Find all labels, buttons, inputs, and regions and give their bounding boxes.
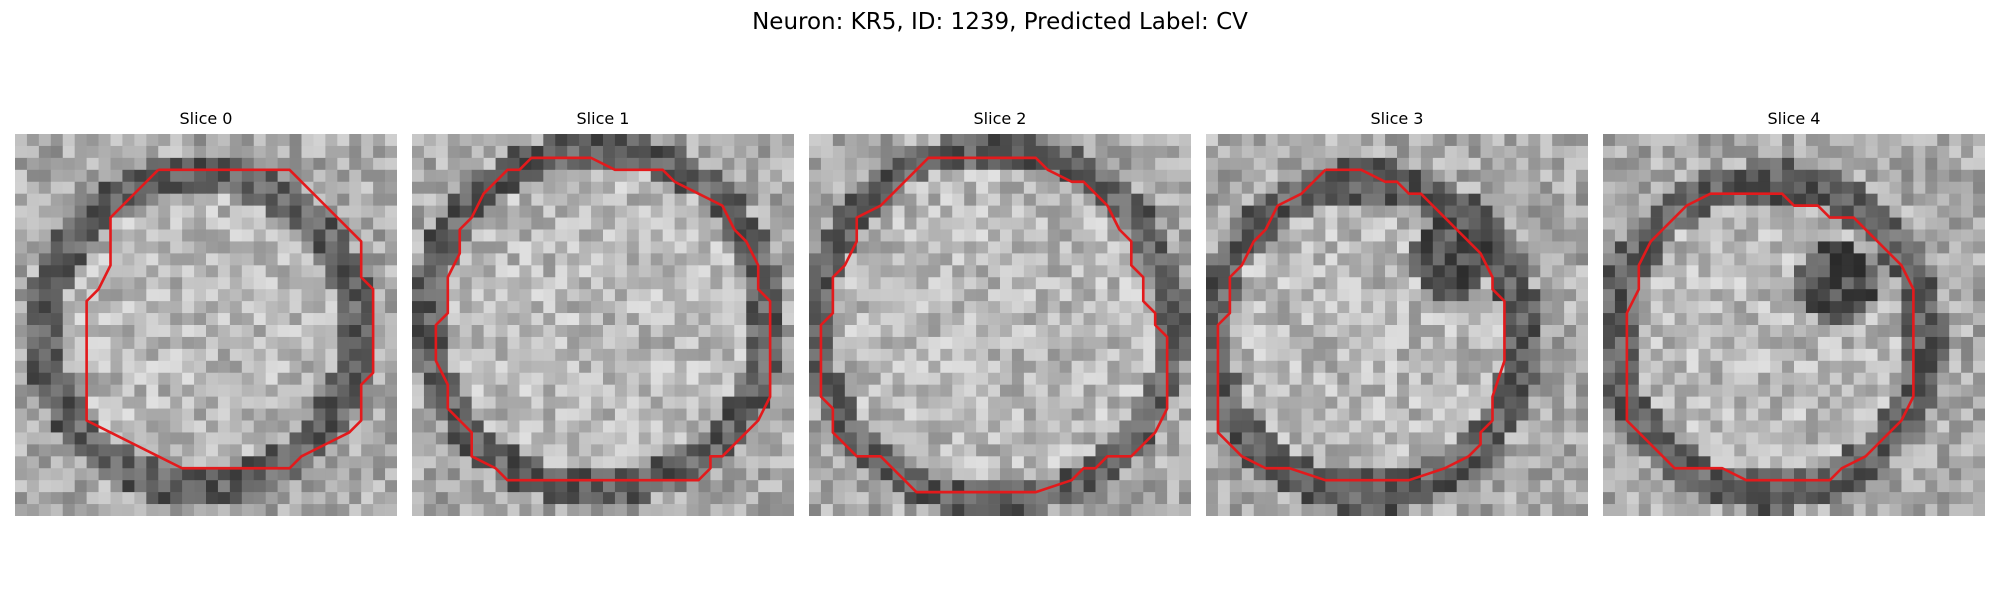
panel-title: Slice 2 — [973, 109, 1027, 128]
panel-title: Slice 1 — [576, 109, 630, 128]
slice-image — [15, 134, 397, 516]
segmentation-contour — [1216, 168, 1506, 482]
panel-title: Slice 4 — [1767, 109, 1821, 128]
segmentation-contour — [819, 156, 1169, 494]
slice-image — [1206, 134, 1588, 516]
slice-image — [809, 134, 1191, 516]
segmentation-contour — [1625, 192, 1915, 482]
panel-title: Slice 0 — [179, 109, 233, 128]
figure-title: Neuron: KR5, ID: 1239, Predicted Label: … — [752, 9, 1248, 35]
panel-title: Slice 3 — [1370, 109, 1424, 128]
slice-image — [412, 134, 794, 516]
slice-image — [1603, 134, 1985, 516]
segmentation-contour — [85, 168, 375, 470]
segmentation-contour — [434, 156, 772, 482]
